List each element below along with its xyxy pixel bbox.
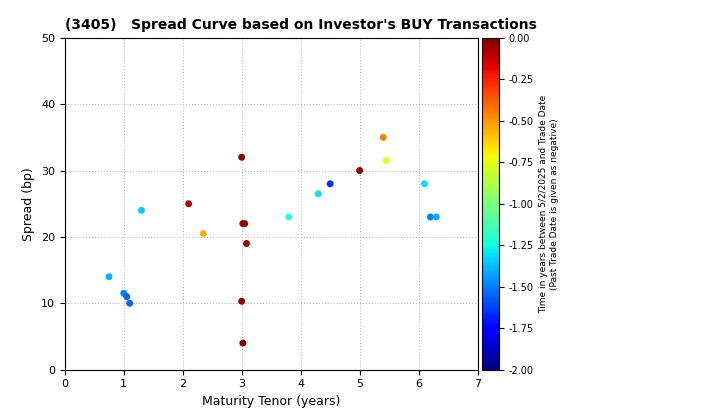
Point (118, 290, 130, 297)
Point (121, 293, 132, 300)
Point (240, 240, 252, 247)
Point (135, 207, 147, 214)
Point (380, 157, 392, 164)
Point (236, 154, 248, 160)
Point (354, 167, 365, 174)
Y-axis label: Time in years between 5/2/2025 and Trade Date
(Past Trade Date is given as negat: Time in years between 5/2/2025 and Trade… (539, 94, 559, 313)
Text: (3405)   Spread Curve based on Investor's BUY Transactions: (3405) Spread Curve based on Investor's … (65, 18, 536, 32)
Point (283, 214, 294, 220)
Point (239, 220, 251, 227)
Point (419, 181, 431, 187)
Point (377, 134, 389, 141)
Point (425, 214, 436, 220)
Point (183, 200, 194, 207)
Point (237, 220, 248, 227)
Point (103, 273, 114, 280)
Point (236, 298, 248, 304)
X-axis label: Maturity Tenor (years): Maturity Tenor (years) (202, 395, 341, 408)
Point (312, 190, 324, 197)
Point (197, 230, 209, 237)
Point (325, 181, 336, 187)
Point (237, 340, 248, 346)
Point (431, 214, 442, 220)
Point (124, 300, 135, 307)
Y-axis label: Spread (bp): Spread (bp) (22, 167, 35, 241)
